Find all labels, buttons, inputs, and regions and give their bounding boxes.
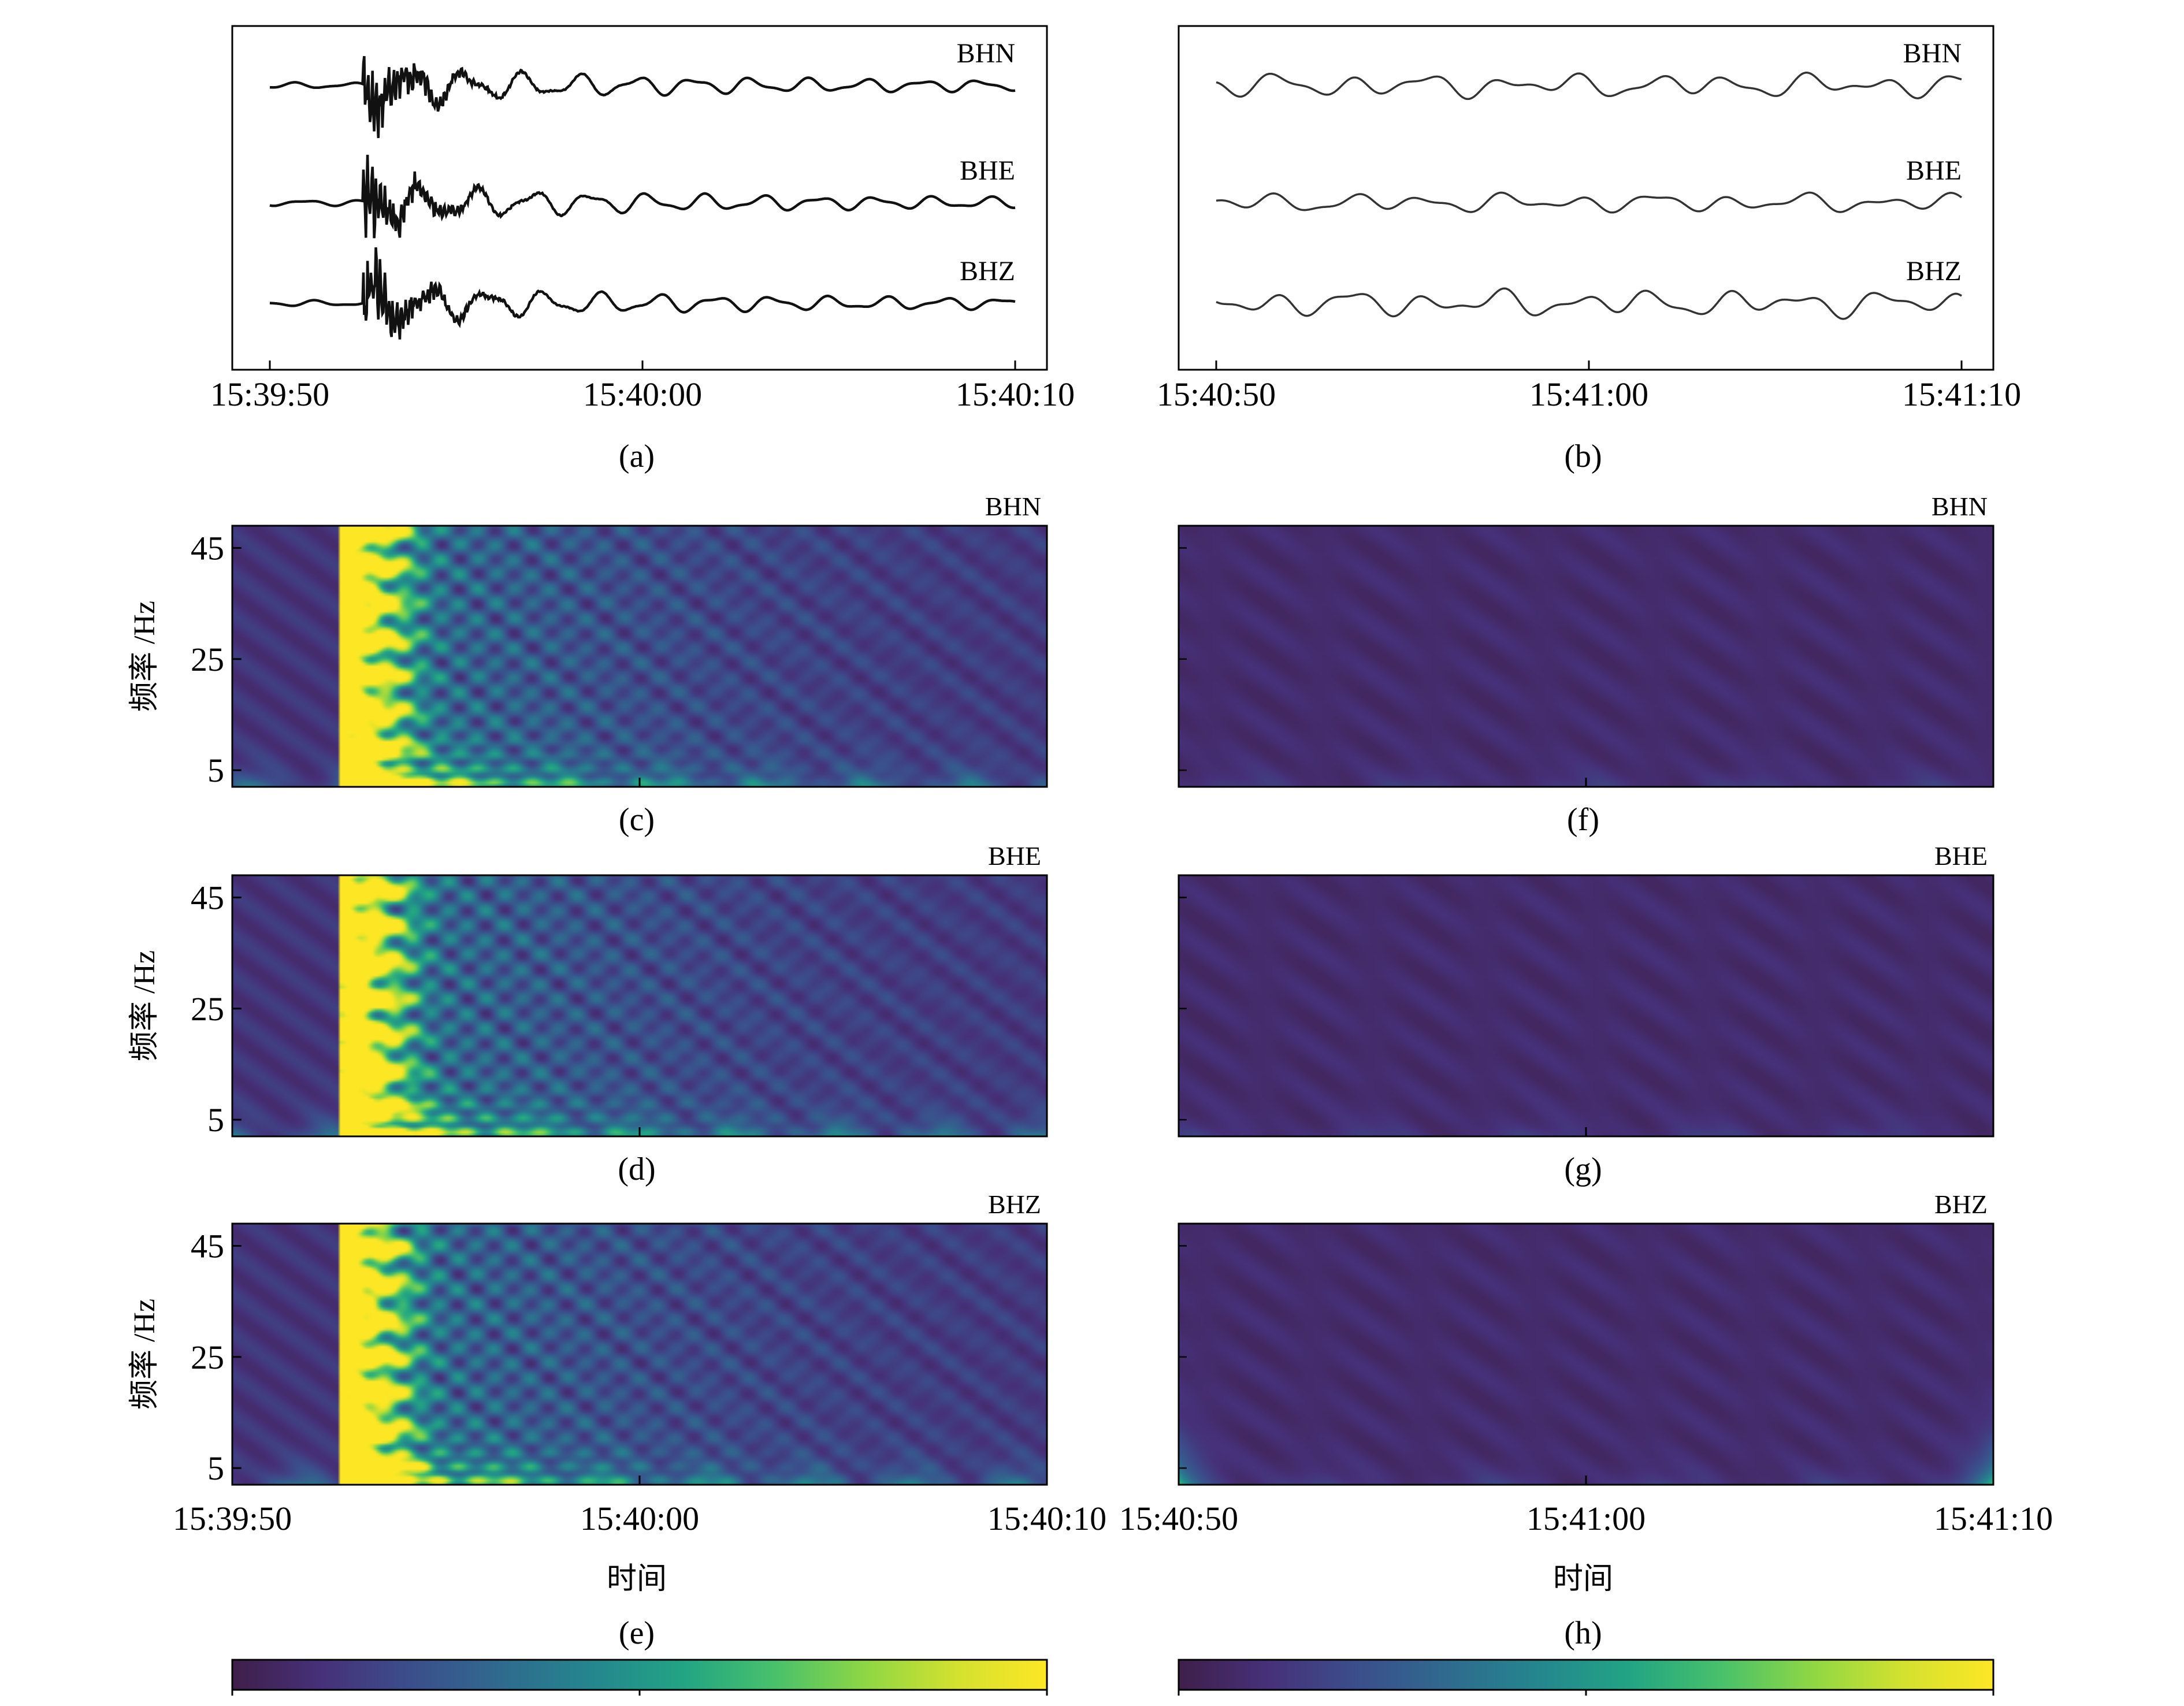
panel-caption-b: (b) <box>1564 438 1602 474</box>
waveform-frame-b <box>1178 25 1994 371</box>
x-tick-label-b-0: 15:40:50 <box>1157 376 1276 413</box>
x-tick-label-e-1: 15:40:00 <box>580 1500 699 1537</box>
y-tick-label-c-2: 5 <box>207 752 224 789</box>
spectrogram-c <box>232 526 1047 787</box>
panel-caption-a: (a) <box>619 438 655 474</box>
colorbar-tick-label-cbar-left-0: 0 <box>225 1701 239 1706</box>
x-axis-label-h: 时间 <box>1553 1563 1613 1596</box>
y-tick-label-e-1: 25 <box>191 1339 224 1376</box>
x-tick-label-b-1: 15:41:00 <box>1529 376 1648 413</box>
component-label-c: BHN <box>985 492 1041 521</box>
spectrogram-d <box>232 875 1047 1136</box>
panel-caption-e: (e) <box>619 1615 655 1651</box>
component-label-d: BHE <box>988 841 1041 871</box>
axes-layer <box>231 25 1994 1696</box>
x-tick-label-a-0: 15:39:50 <box>210 376 329 413</box>
waveform-series-label-a-bhn: BHN <box>957 38 1015 69</box>
spectrogram-e <box>232 1224 1047 1485</box>
text-layer: BHN BHE BHZ 15:39:50 15:40:00 15:40:10 (a) BHN B… <box>128 38 2053 1706</box>
waveform-series-label-b-bhe: BHE <box>1906 155 1962 186</box>
waveform-series-b-bhe <box>1216 191 1963 214</box>
y-tick-label-e-2: 5 <box>207 1449 224 1487</box>
y-tick-label-c-1: 25 <box>191 641 224 678</box>
colorbar-cbar-left <box>231 1659 1048 1691</box>
spectrogram-g <box>1179 875 1993 1136</box>
waveform-series-a-bhz <box>269 247 1016 340</box>
waveform-frame-a <box>231 25 1048 371</box>
x-axis-label-e: 时间 <box>607 1563 667 1596</box>
x-tick-label-h-1: 15:41:00 <box>1526 1500 1646 1537</box>
waveform-series-b-bhn <box>1216 71 1962 101</box>
x-tick-label-h-0: 15:40:50 <box>1119 1500 1238 1537</box>
y-tick-label-d-0: 45 <box>191 879 224 916</box>
x-tick-label-a-2: 15:40:10 <box>956 376 1075 413</box>
colorbar-tick-label-cbar-right-2: 500 <box>1973 1701 2014 1706</box>
y-tick-label-d-2: 5 <box>207 1101 224 1139</box>
waveform-series-label-b-bhn: BHN <box>1903 38 1962 69</box>
colorbar-tick-label-cbar-left-1: 250 <box>619 1701 660 1706</box>
x-tick-label-b-2: 15:41:10 <box>1902 376 2021 413</box>
component-label-e: BHZ <box>988 1190 1041 1219</box>
colorbar-tick-label-cbar-right-1: 250 <box>1565 1701 1607 1706</box>
panel-caption-f: (f) <box>1567 802 1599 838</box>
component-label-g: BHE <box>1934 841 1988 871</box>
y-tick-label-d-1: 25 <box>191 990 224 1028</box>
colorbar-tick-label-cbar-right-0: 0 <box>1172 1701 1186 1706</box>
y-axis-label-c: 频率 /Hz <box>128 601 161 712</box>
colorbar-tick-label-cbar-left-2: 500 <box>1026 1701 1068 1706</box>
x-tick-label-a-1: 15:40:00 <box>583 376 702 413</box>
x-tick-label-e-0: 15:39:50 <box>173 1500 292 1537</box>
spectrogram-h <box>1179 1224 1993 1485</box>
spectrogram-layer <box>232 526 1993 1485</box>
panel-caption-h: (h) <box>1564 1615 1602 1651</box>
component-label-h: BHZ <box>1934 1190 1988 1219</box>
colorbar-cbar-right <box>1178 1659 1994 1691</box>
spectrogram-f <box>1179 526 1993 787</box>
waveform-series-a-bhe <box>269 154 1016 239</box>
waveform-series-label-a-bhe: BHE <box>960 155 1015 186</box>
panel-caption-d: (d) <box>618 1151 655 1187</box>
x-tick-label-h-2: 15:41:10 <box>1934 1500 2053 1537</box>
y-tick-label-e-0: 45 <box>191 1227 224 1265</box>
waveform-layer <box>269 55 1963 340</box>
y-tick-label-c-0: 45 <box>191 529 224 567</box>
y-axis-label-e: 频率 /Hz <box>128 1299 161 1410</box>
waveform-series-label-a-bhz: BHZ <box>960 256 1015 287</box>
waveform-series-label-b-bhz: BHZ <box>1906 256 1962 287</box>
panel-caption-g: (g) <box>1564 1151 1602 1187</box>
x-tick-label-e-2: 15:40:10 <box>987 1500 1106 1537</box>
component-label-f: BHN <box>1932 492 1988 521</box>
waveform-series-a-bhn <box>269 55 1016 139</box>
panel-caption-c: (c) <box>619 802 655 838</box>
y-axis-label-d: 频率 /Hz <box>128 950 161 1061</box>
waveform-series-b-bhz <box>1216 287 1963 320</box>
